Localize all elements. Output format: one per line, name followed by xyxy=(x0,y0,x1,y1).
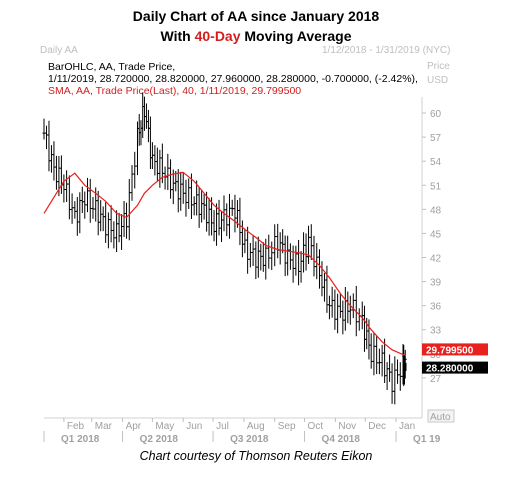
y-tick-label: 27 xyxy=(430,374,442,385)
close-value-badge xyxy=(422,361,488,374)
y-tick-label: 57 xyxy=(430,133,442,144)
month-label: Nov xyxy=(338,421,356,432)
quarter-label: Q3 2018 xyxy=(230,434,269,445)
y-tick-label: 48 xyxy=(430,205,442,216)
sma-value-text: 29.799500 xyxy=(426,345,474,356)
title-suffix: Moving Average xyxy=(240,28,352,44)
auto-scale-box xyxy=(427,409,455,423)
currency-label: USD xyxy=(427,75,449,86)
y-tick-label: 42 xyxy=(430,254,442,265)
ohlc-bars xyxy=(42,92,407,405)
value-badges: 29.799500 28.280000 xyxy=(422,343,488,375)
quarter-label: Q1 2018 xyxy=(61,434,100,445)
month-label: Aug xyxy=(247,421,265,432)
month-label: Sep xyxy=(278,421,296,432)
month-label: Jun xyxy=(186,421,202,432)
month-label: Jan xyxy=(399,421,415,432)
y-tick-label: 39 xyxy=(430,278,442,289)
y-tick-label: 33 xyxy=(430,326,442,337)
price-label: Price xyxy=(427,61,450,72)
legend-ohlc-values: 1/11/2019, 28.720000, 28.820000, 27.9600… xyxy=(48,73,418,85)
month-label: Dec xyxy=(368,421,386,432)
chart-caption: Chart courtesy of Thomson Reuters Eikon xyxy=(139,449,373,463)
close-value-text: 28.280000 xyxy=(426,364,474,375)
auto-scale-label: Auto xyxy=(430,412,451,423)
y-tick-label: 45 xyxy=(430,229,442,240)
month-label: Feb xyxy=(67,421,85,432)
date-range: 1/12/2018 - 1/31/2019 (NYC) xyxy=(322,45,451,56)
title-prefix: With xyxy=(160,28,195,44)
y-tick-label: 51 xyxy=(430,181,442,192)
quarter-label: Q1 19 xyxy=(413,434,441,445)
month-label: Jul xyxy=(216,421,229,432)
panel-name: Daily AA xyxy=(40,45,78,56)
sma-value-badge xyxy=(422,343,488,356)
y-tick-label: 60 xyxy=(430,109,442,120)
legend-ohlc-label: BarOHLC, AA, Trade Price, xyxy=(48,61,176,73)
month-label: May xyxy=(155,421,174,432)
legend-sma: SMA, AA, Trade Price(Last), 40, 1/11/201… xyxy=(48,85,302,97)
title-highlight: 40-Day xyxy=(194,28,241,44)
y-tick-label: 54 xyxy=(430,157,442,168)
month-label: Apr xyxy=(126,421,142,432)
chart-title-line2: With 40-Day Moving Average xyxy=(0,28,512,44)
quarter-label: Q4 2018 xyxy=(322,434,361,445)
y-tick-label: 36 xyxy=(430,302,442,313)
sma-line-group xyxy=(43,171,407,356)
month-label: Oct xyxy=(308,421,324,432)
chart-title-line1: Daily Chart of AA since January 2018 xyxy=(132,8,380,24)
quarter-label: Q2 2018 xyxy=(140,434,179,445)
month-label: Mar xyxy=(95,421,113,432)
sma-line xyxy=(43,171,407,356)
